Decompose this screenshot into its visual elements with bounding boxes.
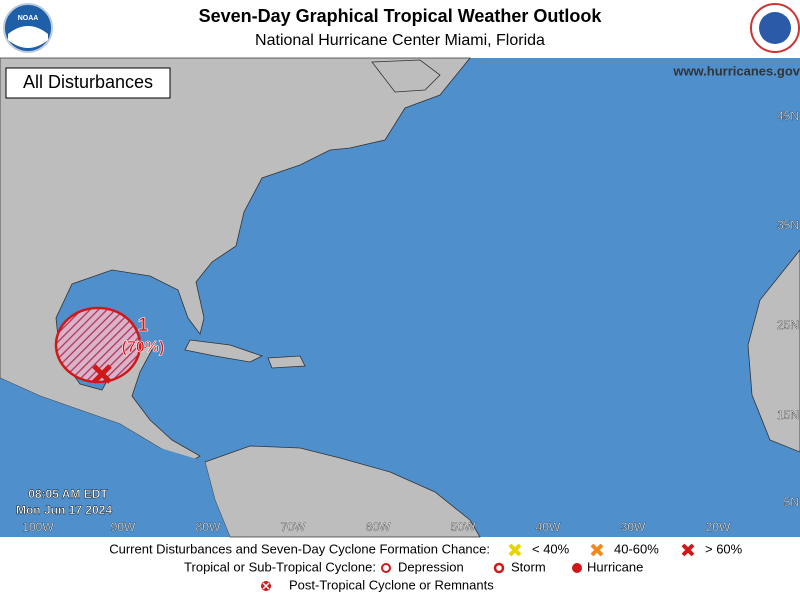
title: Seven-Day Graphical Tropical Weather Out… xyxy=(199,6,603,26)
icon-high xyxy=(681,543,695,557)
map: All Disturbances www.hurricanes.gov 1 (7… xyxy=(0,57,800,538)
legend-hurricane: Hurricane xyxy=(587,559,643,574)
noaa-logo-text: NOAA xyxy=(18,15,39,22)
nws-logo-inner xyxy=(759,12,791,44)
lat-label: 15N xyxy=(777,408,799,422)
icon-medium xyxy=(590,543,604,557)
icon-storm xyxy=(493,562,505,574)
legend-cyclone-title: Tropical or Sub-Tropical Cyclone: xyxy=(184,559,376,574)
lat-label: 45N xyxy=(777,109,799,123)
icon-depression xyxy=(381,563,391,573)
lon-label: 100W xyxy=(22,520,54,534)
cuba xyxy=(184,339,264,363)
legend-post-tropical: Post-Tropical Cyclone or Remnants xyxy=(289,577,494,592)
legend-formation-title: Current Disturbances and Seven-Day Cyclo… xyxy=(109,541,490,556)
icon-post-tropical-x xyxy=(262,582,270,590)
disturbance-chance: (70%) xyxy=(122,339,165,356)
lon-label: 20W xyxy=(706,520,731,534)
lon-label: 70W xyxy=(281,520,306,534)
disturbance-marker xyxy=(92,364,112,384)
legend-storm: Storm xyxy=(511,559,546,574)
legend-depression: Depression xyxy=(398,559,464,574)
lon-label: 80W xyxy=(196,520,221,534)
lon-label: 90W xyxy=(111,520,136,534)
map-label: All Disturbances xyxy=(23,72,153,92)
url: www.hurricanes.gov xyxy=(672,63,800,78)
subtitle: National Hurricane Center Miami, Florida xyxy=(255,32,545,49)
icon-hurricane xyxy=(572,563,582,573)
legend: Current Disturbances and Seven-Day Cyclo… xyxy=(109,541,742,592)
lat-label: 35N xyxy=(777,218,799,232)
lon-label: 50W xyxy=(451,520,476,534)
newfoundland xyxy=(371,59,441,93)
noaa-logo-wave xyxy=(8,26,48,48)
africa xyxy=(747,249,800,453)
lon-label: 40W xyxy=(536,520,561,534)
legend-formation-low: < 40% xyxy=(532,541,570,556)
lat-label: 25N xyxy=(777,318,799,332)
hispaniola xyxy=(267,355,306,369)
header-bg xyxy=(0,0,800,58)
timestamp-time: 08:05 AM EDT xyxy=(28,487,108,501)
disturbance-area xyxy=(54,306,142,384)
legend-formation-high: > 60% xyxy=(705,541,743,556)
timestamp-date: Mon Jun 17 2024 xyxy=(16,503,112,517)
lon-label: 30W xyxy=(621,520,646,534)
lat-label: 5N xyxy=(784,495,799,509)
icon-low xyxy=(508,543,522,557)
legend-formation-medium: 40-60% xyxy=(614,541,659,556)
pacific xyxy=(0,378,230,537)
map-label-box xyxy=(5,67,171,99)
disturbance-number: 1 xyxy=(138,315,149,336)
lon-label: 60W xyxy=(366,520,391,534)
